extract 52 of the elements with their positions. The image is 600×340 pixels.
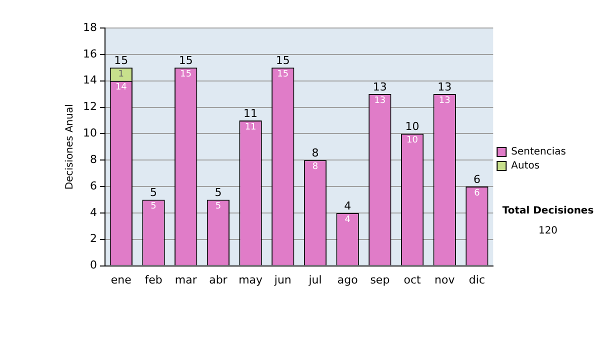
total-label: 15: [178, 54, 193, 67]
data-label: 13: [374, 96, 386, 106]
x-tick-label: abr: [209, 273, 228, 286]
text: 120: [538, 226, 558, 237]
y-tick-label: 16: [82, 47, 97, 60]
total-label: 4: [344, 199, 352, 212]
y-tick-label: 4: [90, 206, 97, 219]
total-label: 15: [276, 54, 290, 67]
data-label: 14: [115, 82, 128, 93]
total-label: 10: [405, 120, 420, 134]
x-tick-label: ene: [110, 273, 132, 286]
total-label: 15: [114, 54, 128, 67]
total-label: 13: [372, 80, 387, 94]
x-tick-label: ago: [337, 273, 358, 286]
legend-label: Autos: [511, 160, 540, 172]
x-tick-label: dic: [468, 273, 486, 286]
x-tick-label: feb: [144, 273, 162, 286]
data-label: 15: [277, 69, 289, 80]
x-tick-label: sep: [370, 273, 390, 286]
x-tick-label: may: [238, 273, 264, 286]
data-label: 6: [474, 188, 480, 198]
y-axis-title: Decisiones Anual: [64, 104, 76, 190]
y-tick-label: 18: [82, 20, 97, 34]
x-tick-label: jun: [273, 273, 292, 286]
text: Total Decisiones: [502, 206, 594, 217]
data-label: 11: [244, 122, 256, 132]
y-tick-label: 14: [82, 74, 97, 87]
legend-label: Sentencias: [511, 146, 566, 158]
x-tick-label: mar: [174, 273, 198, 286]
data-label: 1: [118, 69, 124, 80]
x-tick-label: jul: [308, 273, 322, 286]
data-label: 4: [344, 214, 351, 225]
data-label: 5: [215, 202, 222, 212]
y-tick-label: 12: [82, 100, 97, 114]
total-label: 11: [244, 106, 258, 120]
data-label: 10: [406, 136, 418, 146]
total-label: 5: [150, 186, 158, 200]
x-tick-label: oct: [404, 273, 422, 286]
y-tick-label: 8: [90, 152, 97, 166]
total-label: 5: [214, 186, 222, 200]
total-label: 8: [312, 146, 319, 160]
total-label: 13: [438, 80, 452, 94]
y-tick-label: 10: [82, 126, 97, 140]
data-label: 13: [438, 96, 450, 106]
data-label: 8: [312, 162, 318, 172]
total-label: 6: [473, 172, 480, 186]
data-label: 15: [180, 69, 192, 80]
x-tick-label: nov: [434, 273, 456, 286]
y-tick-label: 6: [90, 179, 97, 192]
y-tick-label: 0: [90, 258, 97, 272]
y-tick-label: 2: [90, 232, 97, 246]
data-label: 5: [150, 202, 156, 212]
